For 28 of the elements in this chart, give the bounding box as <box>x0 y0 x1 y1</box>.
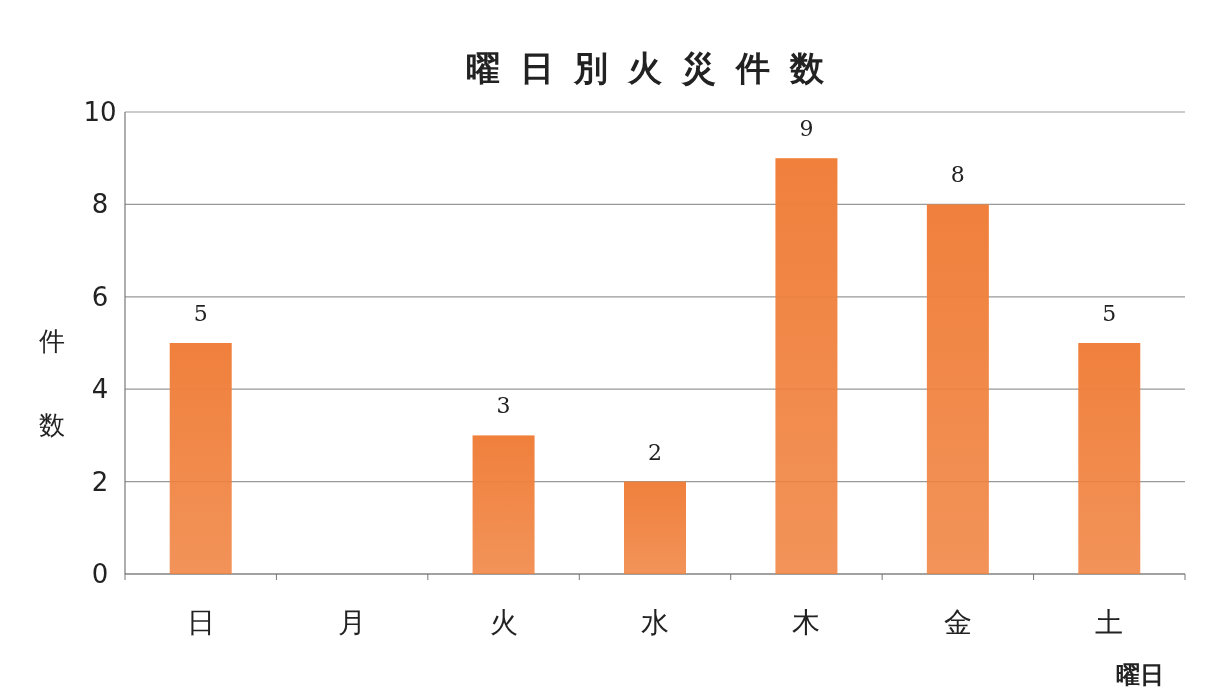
x-tick-label: 月 <box>338 606 367 639</box>
y-tick-label: 2 <box>91 466 109 497</box>
x-tick-label: 水 <box>641 606 669 639</box>
x-tick-label: 日 <box>186 606 215 639</box>
x-tick-label: 土 <box>1095 606 1124 639</box>
data-label: 5 <box>193 301 208 326</box>
y-tick-label: 10 <box>83 97 117 127</box>
data-label: 8 <box>950 162 965 188</box>
y-tick-label: 8 <box>91 189 109 220</box>
data-label: 9 <box>799 116 814 142</box>
data-label: 3 <box>496 393 511 419</box>
x-tick-label: 火 <box>489 606 518 639</box>
data-label: 2 <box>648 439 662 465</box>
chart-title: 曜日別火災件数 <box>466 48 844 88</box>
y-tick-label: 6 <box>91 281 109 312</box>
bar <box>926 204 989 574</box>
bar <box>775 158 838 574</box>
y-tick-label: 4 <box>91 374 109 405</box>
bar <box>1078 343 1141 574</box>
y-tick-label: 0 <box>91 559 109 589</box>
bar <box>472 435 535 574</box>
data-label: 5 <box>1102 301 1117 326</box>
x-tick-label: 木 <box>792 606 821 639</box>
bar <box>169 343 232 574</box>
x-axis-title: 曜日 <box>1116 661 1164 689</box>
x-tick-label: 金 <box>943 606 972 639</box>
y-axis-title: 件数 <box>37 308 67 476</box>
bar <box>624 481 686 574</box>
